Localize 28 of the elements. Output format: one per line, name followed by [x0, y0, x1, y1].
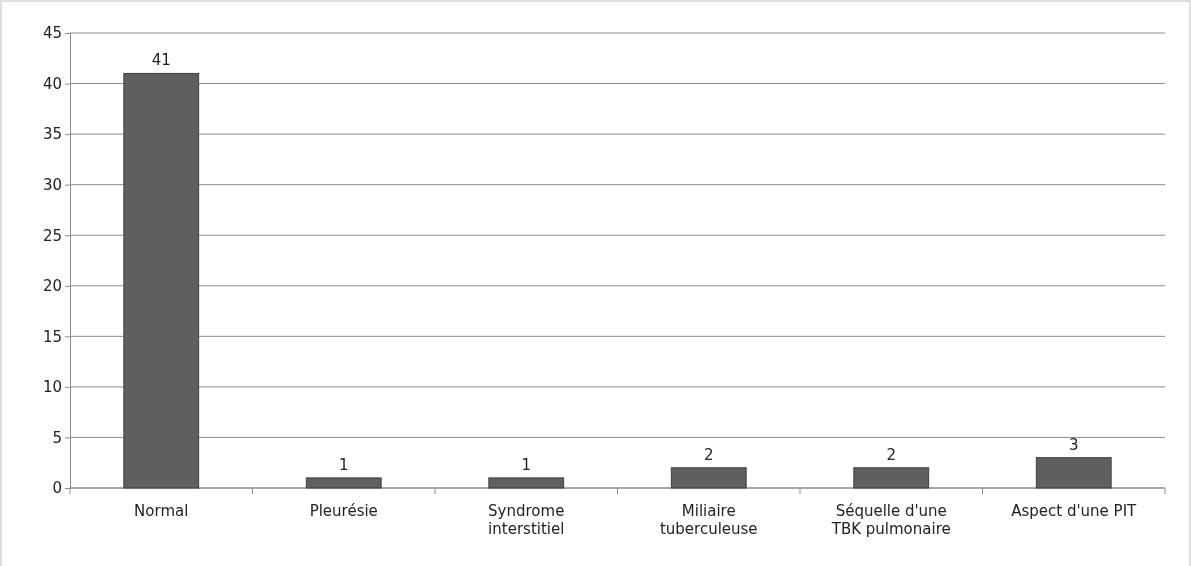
y-tick-label: 40 — [42, 74, 62, 93]
x-tick-label: Aspect d'une PIT — [1011, 502, 1138, 520]
y-tick-label: 5 — [52, 428, 62, 447]
x-tick-label: Syndrome interstitiel — [488, 502, 565, 538]
x-tick-label: Normal — [134, 502, 189, 520]
data-label: 1 — [338, 455, 349, 474]
y-tick-label: 35 — [42, 125, 62, 144]
x-tick-label: Miliaire tuberculeuse — [659, 502, 758, 538]
y-tick-label: 20 — [42, 277, 62, 296]
y-tick-label: 15 — [42, 327, 62, 346]
bar — [305, 477, 382, 489]
y-tick-label: 30 — [42, 175, 62, 194]
y-tick-label: 10 — [42, 378, 62, 397]
x-tick-label: Séquelle d'une TBK pulmonaire — [830, 502, 951, 538]
y-tick-label: 25 — [42, 226, 62, 245]
data-label: 2 — [886, 445, 897, 464]
bar — [123, 72, 200, 489]
bar — [670, 467, 747, 489]
bar — [853, 467, 930, 489]
data-label: 1 — [521, 455, 532, 474]
y-tick-label: 0 — [52, 479, 62, 498]
bar — [1035, 457, 1112, 489]
data-label: 2 — [703, 445, 714, 464]
bar — [488, 477, 565, 489]
data-label: 41 — [151, 51, 171, 70]
y-tick-label: 45 — [42, 24, 62, 43]
x-tick-label: Pleurésie — [309, 502, 378, 520]
data-label: 3 — [1068, 435, 1079, 454]
